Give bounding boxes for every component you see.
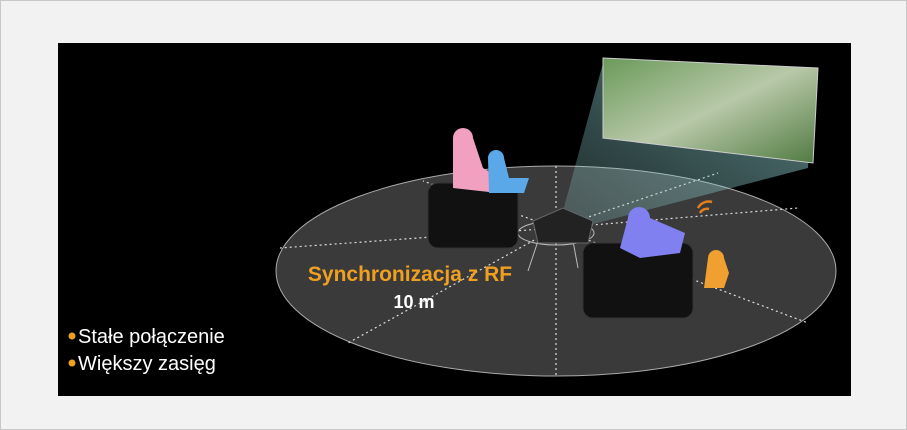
distance: 10 m: [393, 292, 434, 312]
caption: Synchronizacja z RF: [308, 263, 512, 286]
page: Synchronizacja z RF 10 m Stałe połączeni…: [0, 0, 907, 430]
illustration: Synchronizacja z RF 10 m Stałe połączeni…: [58, 43, 851, 396]
bullet: Stałe połączenie: [78, 326, 225, 348]
bullet: Większy zasięg: [78, 353, 216, 375]
